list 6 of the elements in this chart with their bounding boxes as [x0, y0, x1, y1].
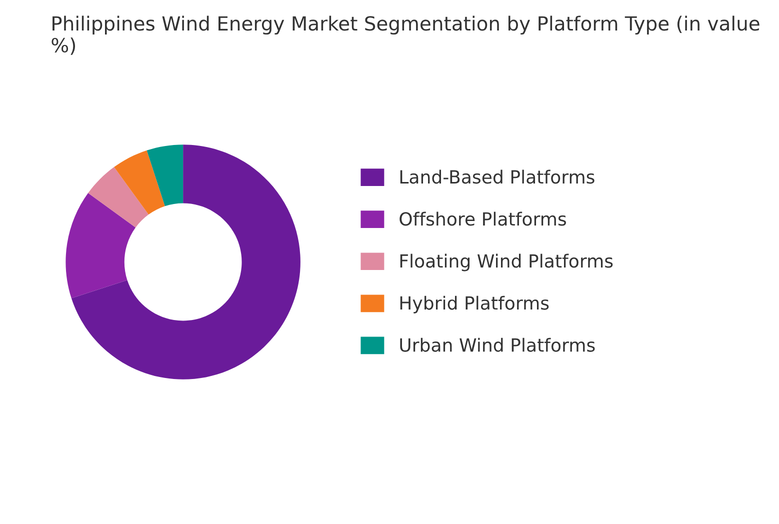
- legend-label: Urban Wind Platforms: [400, 338, 595, 352]
- legend-label: Offshore Platforms: [400, 212, 566, 226]
- legend-label: Floating Wind Platforms: [400, 254, 613, 272]
- chart-title: Philippines Wind Energy Market Segmentation by Platform Type (in value %): [52, 16, 760, 55]
- legend-label: Land-Based Platforms: [400, 170, 594, 184]
- legend-label: Hybrid Platforms: [400, 296, 549, 314]
